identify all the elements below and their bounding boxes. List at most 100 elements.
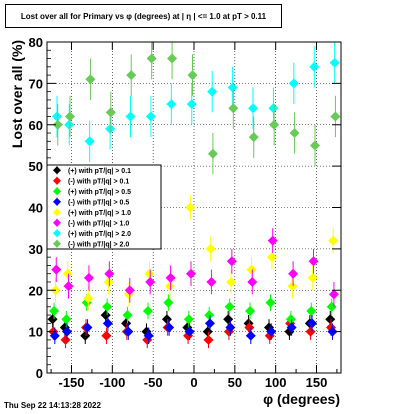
y-tick-label: 10 bbox=[29, 325, 43, 340]
data-point bbox=[164, 281, 175, 292]
x-tick-label: 150 bbox=[306, 375, 328, 390]
data-point bbox=[248, 103, 259, 114]
data-point bbox=[85, 74, 96, 85]
chart-title: Lost over all for Primary vs φ (degrees)… bbox=[5, 4, 282, 28]
data-point bbox=[305, 326, 316, 337]
data-point bbox=[224, 301, 235, 312]
data-point bbox=[245, 305, 256, 316]
data-point bbox=[164, 322, 175, 333]
data-point bbox=[266, 326, 277, 337]
data-point bbox=[204, 318, 215, 329]
data-point bbox=[63, 281, 74, 292]
legend-label: (+) with pT/|q| > 0.5 bbox=[68, 189, 131, 196]
data-point bbox=[183, 314, 194, 325]
data-point bbox=[328, 235, 339, 246]
y-tick-label: 50 bbox=[29, 159, 43, 174]
data-point bbox=[60, 334, 71, 345]
y-axis-label-text: Lost over all (%) bbox=[9, 39, 25, 149]
x-axis-label: φ (degrees) bbox=[263, 391, 340, 407]
legend-marker bbox=[53, 239, 61, 248]
x-tick-label: 100 bbox=[265, 375, 287, 390]
data-point bbox=[248, 132, 259, 143]
data-point bbox=[227, 82, 238, 93]
x-tick-label: 0 bbox=[190, 375, 197, 390]
data-point bbox=[166, 99, 177, 110]
data-point bbox=[247, 276, 258, 287]
data-point bbox=[145, 111, 156, 122]
data-point bbox=[184, 326, 195, 337]
data-point bbox=[206, 276, 217, 287]
data-point bbox=[288, 268, 299, 279]
data-point bbox=[103, 276, 114, 287]
data-point bbox=[62, 268, 73, 279]
data-point bbox=[287, 281, 298, 292]
chart-title-text: Lost over all for Primary vs φ (degrees)… bbox=[20, 11, 267, 21]
data-point bbox=[123, 326, 134, 337]
data-point bbox=[64, 111, 75, 122]
data-point bbox=[101, 330, 112, 341]
data-point bbox=[207, 148, 218, 159]
legend-label: (+) with pT/|q| > 0.1 bbox=[68, 168, 131, 175]
data-point bbox=[163, 297, 174, 308]
legend-box bbox=[46, 164, 162, 250]
x-tick-label: -50 bbox=[144, 375, 163, 390]
data-point bbox=[82, 322, 93, 333]
data-point bbox=[146, 53, 157, 64]
legend-label: (+) with pT/|q| > 2.0 bbox=[68, 231, 131, 238]
data-point bbox=[204, 310, 215, 321]
data-point bbox=[329, 57, 340, 68]
data-point bbox=[187, 70, 198, 81]
data-point bbox=[51, 264, 62, 275]
data-point bbox=[307, 318, 318, 329]
data-point bbox=[102, 318, 113, 329]
data-point bbox=[288, 78, 299, 89]
data-point bbox=[83, 293, 94, 304]
data-point bbox=[186, 268, 197, 279]
data-point bbox=[83, 272, 94, 283]
legend-marker bbox=[53, 229, 61, 238]
data-point bbox=[142, 305, 153, 316]
data-point bbox=[266, 252, 277, 263]
data-point bbox=[244, 322, 255, 333]
data-point bbox=[267, 235, 278, 246]
data-point bbox=[126, 70, 137, 81]
y-tick-label: 60 bbox=[29, 118, 43, 133]
data-point bbox=[49, 305, 60, 316]
data-point bbox=[167, 53, 178, 64]
y-tick-label: 30 bbox=[29, 242, 43, 257]
data-point bbox=[49, 330, 60, 341]
data-point bbox=[185, 202, 196, 213]
data-point bbox=[104, 268, 115, 279]
data-point bbox=[145, 276, 156, 287]
data-point bbox=[143, 330, 154, 341]
y-axis-label: Lost over all (%) bbox=[6, 36, 28, 152]
data-point bbox=[47, 314, 58, 325]
y-tick-label: 0 bbox=[36, 366, 43, 381]
data-point bbox=[286, 322, 297, 333]
data-point bbox=[289, 128, 300, 139]
legend-marker bbox=[53, 197, 61, 206]
data-point bbox=[207, 86, 218, 97]
data-point bbox=[226, 256, 237, 267]
data-point bbox=[102, 301, 113, 312]
data-point bbox=[186, 99, 197, 110]
data-point bbox=[62, 326, 73, 337]
data-point bbox=[309, 61, 320, 72]
legend-label: (-) with pT/|q| > 0.1 bbox=[68, 178, 129, 185]
data-point bbox=[246, 264, 257, 275]
data-point bbox=[125, 111, 136, 122]
data-point bbox=[307, 272, 318, 283]
data-point bbox=[105, 107, 116, 118]
timestamp: Thu Sep 22 14:13:28 2022 bbox=[4, 401, 101, 410]
data-point bbox=[165, 272, 176, 283]
legend-marker bbox=[53, 218, 61, 227]
data-point bbox=[105, 123, 116, 134]
data-point bbox=[205, 243, 216, 254]
y-tick-label: 20 bbox=[29, 283, 43, 298]
data-point bbox=[64, 119, 75, 130]
x-tick-label: 50 bbox=[228, 375, 242, 390]
data-point bbox=[285, 314, 296, 325]
x-tick-label: -150 bbox=[58, 375, 84, 390]
data-point bbox=[84, 136, 95, 147]
